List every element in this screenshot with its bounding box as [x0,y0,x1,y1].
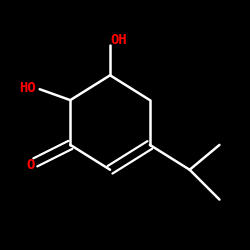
Text: O: O [26,158,35,172]
Text: HO: HO [19,81,36,95]
Text: OH: OH [110,34,127,48]
